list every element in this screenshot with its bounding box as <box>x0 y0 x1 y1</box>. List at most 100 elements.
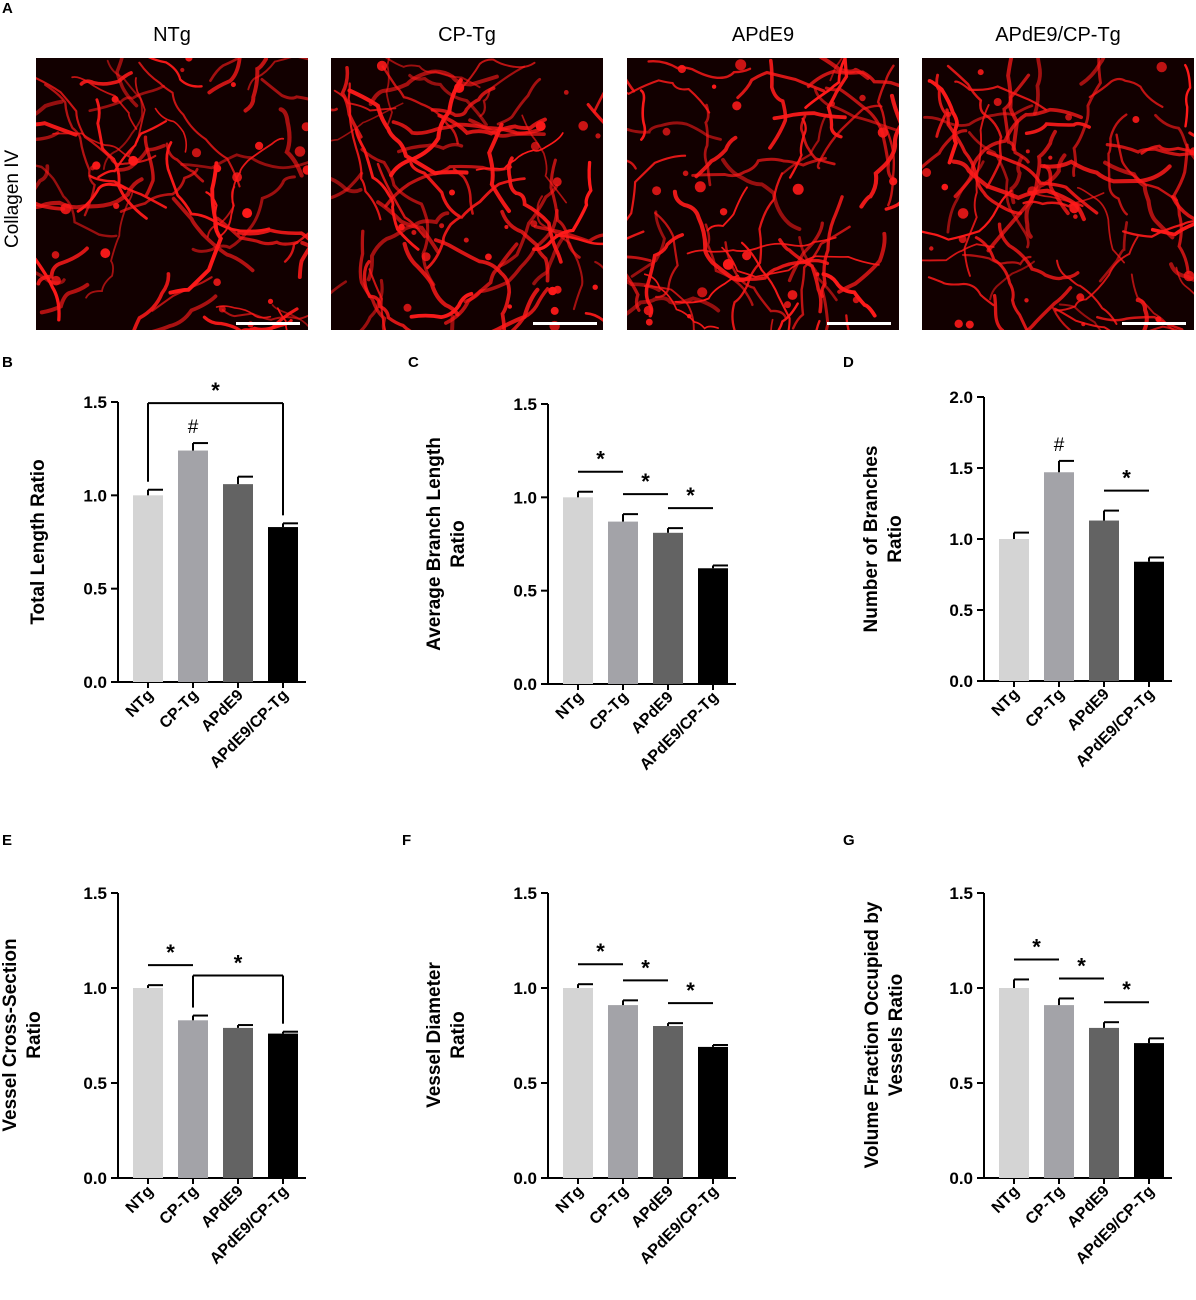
vessel <box>218 137 285 238</box>
vessel <box>498 184 559 268</box>
vessel <box>997 222 1080 281</box>
vessel <box>927 79 959 165</box>
vessel-node <box>267 298 274 304</box>
panel-letter-e: E <box>2 832 13 849</box>
vessel-node <box>697 287 708 298</box>
vessel <box>95 98 148 220</box>
vessel-node <box>1156 61 1167 73</box>
x-tick-label: APdE9/CP-Tg <box>207 1183 292 1268</box>
x-tick-label: CP-Tg <box>156 687 201 732</box>
vessel <box>347 82 382 221</box>
bar-ntg <box>563 988 593 1178</box>
vessel <box>127 77 146 157</box>
vessel-node <box>454 82 465 93</box>
panel-letter-g: G <box>843 832 855 849</box>
vessel <box>389 78 463 178</box>
vessel <box>799 114 836 166</box>
scale-bar <box>533 322 597 325</box>
vessel-network-image <box>922 58 1194 330</box>
vessel-network-image <box>36 58 308 330</box>
vessel-node <box>958 235 967 244</box>
micrograph-title-ntg: NTg <box>153 24 191 46</box>
x-tick-label: APdE9/CP-Tg <box>637 1183 722 1268</box>
vessel <box>691 156 827 178</box>
vessel <box>85 189 134 299</box>
bar-cp-tg <box>608 1005 638 1178</box>
x-tick-label: CP-Tg <box>1022 686 1067 731</box>
vessel-node <box>550 306 559 315</box>
vessel-node <box>218 305 226 313</box>
vessel <box>496 77 542 126</box>
vessel <box>1032 58 1042 116</box>
significance-star: * <box>1122 977 1131 1002</box>
vessel <box>36 246 89 286</box>
vessel-node <box>294 146 306 157</box>
x-tick-label: NTg <box>123 687 157 721</box>
vessel-node <box>421 252 431 262</box>
vessel <box>736 70 826 100</box>
y-tick-label: 1.5 <box>513 395 537 414</box>
x-tick-label: NTg <box>989 686 1023 720</box>
vessel-node <box>1073 214 1078 219</box>
x-tick-label: CP-Tg <box>156 1183 201 1228</box>
significance-star: * <box>211 378 220 403</box>
y-tick-label: 2.0 <box>949 388 973 407</box>
vessel-node <box>242 208 253 219</box>
vessel <box>554 233 603 246</box>
x-tick-label: NTg <box>553 689 587 723</box>
vessel-node <box>732 101 742 111</box>
vessel <box>381 65 459 145</box>
vessel <box>721 157 802 232</box>
x-tick-label: CP-Tg <box>586 1183 631 1228</box>
panel-letter-c: C <box>408 354 419 371</box>
vessel-node <box>504 225 509 229</box>
vessel-node <box>1081 322 1086 327</box>
vessel-node <box>662 127 671 136</box>
vessel <box>151 294 218 330</box>
significance-star: * <box>686 978 695 1003</box>
vessel <box>215 305 272 319</box>
vessel-node <box>255 141 264 150</box>
vessel <box>694 135 738 179</box>
vessel <box>974 236 1029 330</box>
significance-star: * <box>1032 934 1041 959</box>
vessel <box>88 174 168 209</box>
vessel-network-image <box>331 58 603 330</box>
vessel <box>384 164 513 208</box>
vessel-node <box>530 141 540 151</box>
vessel-node <box>852 296 860 304</box>
vessel-node <box>403 303 412 312</box>
vessel <box>191 175 296 253</box>
vessel-node <box>548 286 557 296</box>
vessel-node <box>1132 116 1140 123</box>
vessel-node <box>929 246 934 251</box>
vessel <box>686 236 837 255</box>
vessel-node <box>595 133 601 139</box>
bar-apde9-cp-tg <box>268 527 298 682</box>
bar-apde9 <box>1089 520 1119 681</box>
significance-star: * <box>166 940 175 965</box>
micrograph-title-apde9-cp-tg: APdE9/CP-Tg <box>995 24 1121 46</box>
vessel <box>643 273 719 330</box>
bar-apde9 <box>1089 1027 1119 1178</box>
bar-cp-tg <box>178 1020 208 1178</box>
vessel <box>1076 186 1125 264</box>
significance-star: * <box>596 939 605 964</box>
vessel <box>1052 307 1180 330</box>
vessel <box>1025 285 1073 330</box>
vessel <box>1054 307 1111 330</box>
vessel-node <box>1065 113 1072 121</box>
vessel-node <box>578 121 588 131</box>
vessel <box>138 61 241 188</box>
vessel <box>986 150 1099 215</box>
vessel-node <box>922 168 932 177</box>
y-tick-label: 1.0 <box>949 979 973 998</box>
vessel <box>426 177 526 270</box>
vessel <box>1055 235 1139 312</box>
y-tick-label: 1.0 <box>83 486 107 505</box>
vessel-node <box>92 161 101 170</box>
vessel <box>207 58 242 95</box>
vessel-node <box>1076 293 1085 302</box>
